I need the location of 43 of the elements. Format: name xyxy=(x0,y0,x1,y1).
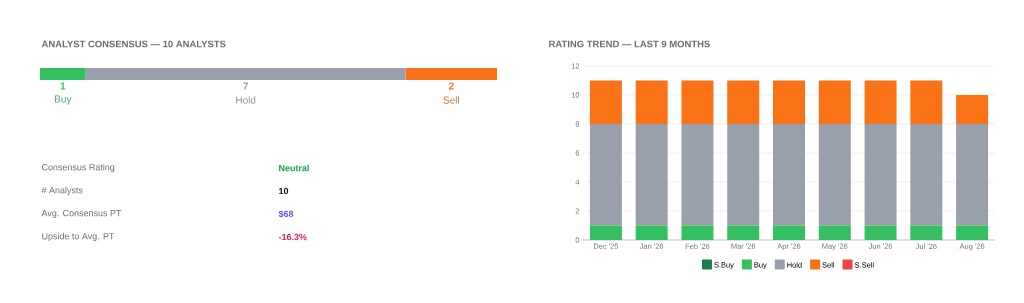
bar xyxy=(727,225,760,240)
bar xyxy=(635,80,668,124)
bar xyxy=(635,225,668,240)
data-label: 2 xyxy=(448,82,454,90)
text: # Analysts xyxy=(41,186,83,196)
bar xyxy=(681,80,714,124)
bar xyxy=(635,124,668,226)
bar xyxy=(727,124,760,226)
text: Avg. Consensus PT xyxy=(41,209,122,219)
series-label: Buy xyxy=(55,95,72,105)
bar xyxy=(818,124,851,226)
bar xyxy=(864,124,897,226)
text: Consensus Rating xyxy=(41,163,115,173)
bar xyxy=(910,80,943,124)
bar xyxy=(681,225,714,240)
data-label: 7 xyxy=(243,82,248,90)
bar xyxy=(773,124,806,226)
bar xyxy=(589,80,622,124)
chart-title: ANALYST CONSENSUS — 10 ANALYSTS xyxy=(41,40,226,48)
bar xyxy=(727,80,760,124)
text: 10 xyxy=(279,187,289,195)
bar xyxy=(956,124,989,226)
bar xyxy=(818,80,851,124)
bar xyxy=(956,95,989,124)
text: $68 xyxy=(278,210,294,218)
bar xyxy=(681,124,714,226)
text: Upside to Avg. PT xyxy=(42,232,115,242)
bar xyxy=(864,80,897,124)
bar xyxy=(589,124,622,226)
text: -16.3% xyxy=(278,233,307,241)
bar xyxy=(818,225,851,240)
bar xyxy=(773,225,806,240)
bar xyxy=(956,225,989,240)
bar xyxy=(864,225,897,240)
series-label: Hold xyxy=(236,96,256,104)
bar xyxy=(910,124,943,226)
bar xyxy=(589,225,622,240)
bar xyxy=(910,225,943,240)
series-label: Sell xyxy=(443,96,459,104)
data-label: 1 xyxy=(60,82,66,90)
bar xyxy=(773,80,806,124)
chart-title: RATING TREND — LAST 9 MONTHS xyxy=(549,40,710,48)
text: Neutral xyxy=(279,164,309,172)
